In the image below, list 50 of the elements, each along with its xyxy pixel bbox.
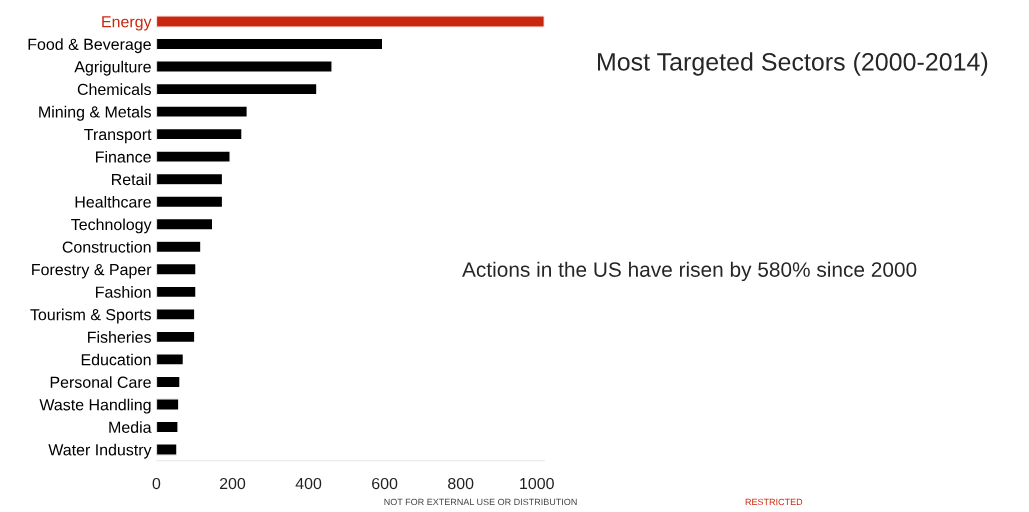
annotation: Actions in the US have risen by 580% since 2000 [462, 261, 917, 282]
bar [156, 15, 545, 28]
bar [156, 262, 197, 276]
y-tick-label: Agrigulture [74, 60, 151, 76]
bar [156, 195, 224, 209]
y-tick-label: Energy [102, 16, 152, 31]
x-tick-label: 1000 [520, 477, 554, 490]
bar [156, 127, 243, 141]
x-tick-label: 200 [219, 477, 246, 490]
bar [156, 285, 197, 299]
bar [156, 105, 249, 118]
y-tick-label: Food & Beverage [28, 38, 151, 54]
y-tick-label: Personal Care [50, 376, 151, 388]
bar [156, 330, 196, 344]
y-tick-label: Healthcare [75, 195, 151, 208]
y-tick-label: Forestry & Paper [32, 264, 152, 279]
x-tick-label: 800 [448, 477, 474, 490]
bar [156, 82, 318, 96]
y-tick-label: Technology [71, 218, 152, 234]
bar [156, 240, 202, 254]
bar [156, 217, 214, 231]
bar [156, 172, 224, 186]
y-tick-label: Transport [84, 128, 152, 144]
text: Most Targeted Sectors (2000-2014) [597, 52, 988, 76]
y-tick-label: Fashion [96, 286, 151, 298]
y-tick-label: Tourism & Sports [30, 308, 151, 324]
bar [156, 353, 185, 366]
x-tick-label: 400 [295, 477, 322, 490]
bar [156, 443, 178, 456]
y-tick-label: Waste Handling [39, 398, 151, 414]
y-tick-label: Finance [96, 150, 151, 163]
y-tick-label: Water Industry [48, 443, 152, 459]
y-tick-label: Chemicals [77, 83, 151, 96]
bar [156, 308, 196, 321]
text: NOT FOR EXTERNAL USE OR DISTRIBUTION [384, 498, 577, 506]
y-tick-label: Education [81, 353, 151, 366]
bar [156, 150, 231, 163]
y-tick-label: Fisheries [88, 331, 151, 343]
bar [156, 37, 384, 51]
bar [156, 398, 180, 411]
bar [156, 420, 179, 434]
bar [156, 60, 333, 73]
y-tick-label: Construction [62, 241, 151, 253]
x-tick-label: 0 [152, 477, 161, 490]
x-tick-label: 600 [372, 477, 398, 490]
y-tick-label: Mining & Metals [39, 105, 151, 121]
y-tick-label: Retail [112, 173, 151, 186]
text: RESTRICTED [745, 498, 803, 506]
bar [156, 375, 181, 389]
y-tick-label: Media [109, 421, 152, 433]
